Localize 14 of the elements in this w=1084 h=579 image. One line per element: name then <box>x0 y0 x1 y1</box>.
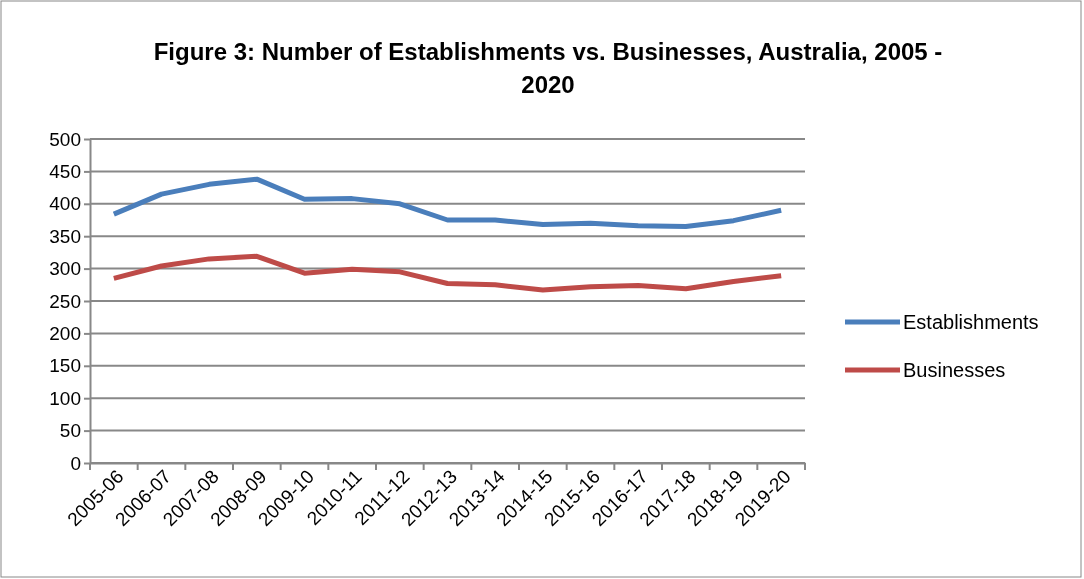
y-tick-label: 250 <box>49 290 81 312</box>
chart-title: Figure 3: Number of Establishments vs. Businesses, Australia, 2005 - 2020 <box>153 38 943 98</box>
y-tick-label: 500 <box>49 128 81 150</box>
legend-label: Establishments <box>903 311 1039 333</box>
y-tick-label: 400 <box>49 193 81 215</box>
y-tick-label: 300 <box>49 258 81 280</box>
y-tick-label: 200 <box>49 322 81 344</box>
y-tick-label: 0 <box>70 452 81 474</box>
y-tick-label: 350 <box>49 225 81 247</box>
y-tick-label: 100 <box>49 387 81 409</box>
legend-label: Businesses <box>903 359 1006 381</box>
y-tick-label: 50 <box>59 420 81 442</box>
y-tick-label: 450 <box>49 160 81 182</box>
y-tick-label: 150 <box>49 355 81 377</box>
